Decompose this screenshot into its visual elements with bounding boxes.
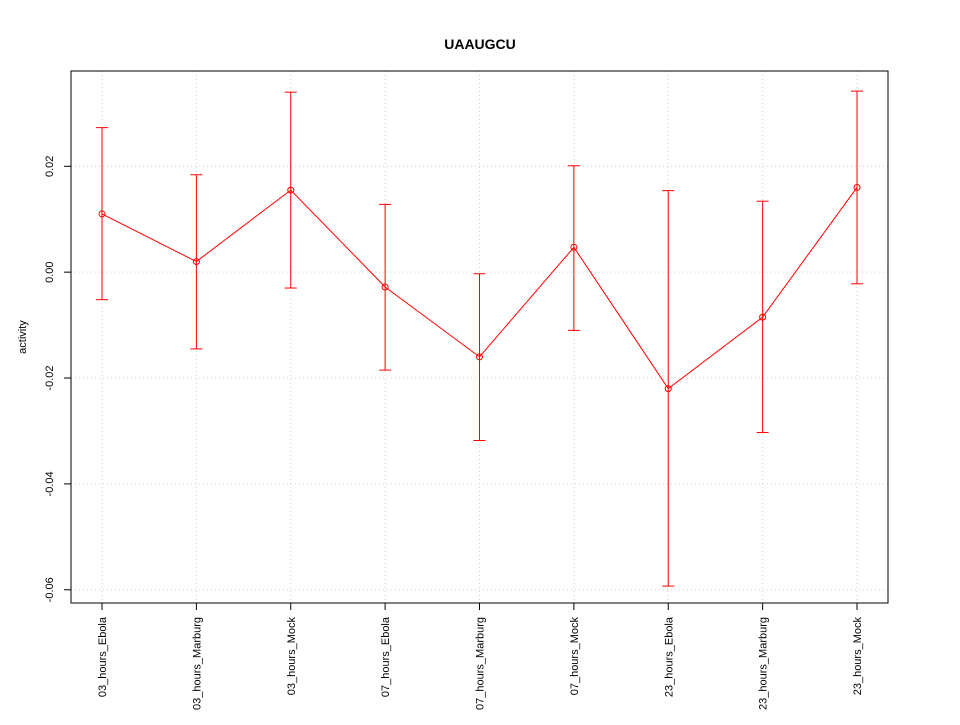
x-tick-label: 07_hours_Mock [569,617,581,696]
data-point [664,385,672,393]
data-point [98,210,106,218]
y-tick-label: 0.00 [44,261,56,282]
data-point [476,353,483,361]
series-line [101,187,858,390]
x-tick-label: 03_hours_Mock [286,617,298,696]
x-tick-label: 07_hours_Marburg [475,617,487,710]
y-tick-label: -0.02 [44,365,56,390]
data-point [381,283,389,291]
y-axis-label: activity [17,320,29,354]
y-tick-label: 0.02 [44,156,56,177]
x-tick-label: 07_hours_Ebola [380,616,392,697]
data-point [759,313,767,321]
chart-title: UAAUGCU [444,36,516,52]
y-axis: -0.06 -0.04 -0.02 0.00 0.02 [44,156,71,602]
x-tick-label: 23_hours_Marburg [758,617,770,710]
y-tick-label: -0.04 [44,471,56,496]
data-point [287,186,295,194]
data-point [570,243,578,251]
x-tick-label: 03_hours_Ebola [97,616,109,697]
x-tick-label: 03_hours_Marburg [191,617,203,710]
y-tick-label: -0.06 [44,577,56,602]
data-point [192,258,200,266]
x-tick-label: 23_hours_Mock [852,617,864,696]
series-layer [96,90,863,587]
x-tick-label: 23_hours_Ebola [663,616,675,697]
data-point [853,183,861,191]
x-axis: 03_hours_Ebola 03_hours_Marburg 03_hours_M… [97,603,864,710]
